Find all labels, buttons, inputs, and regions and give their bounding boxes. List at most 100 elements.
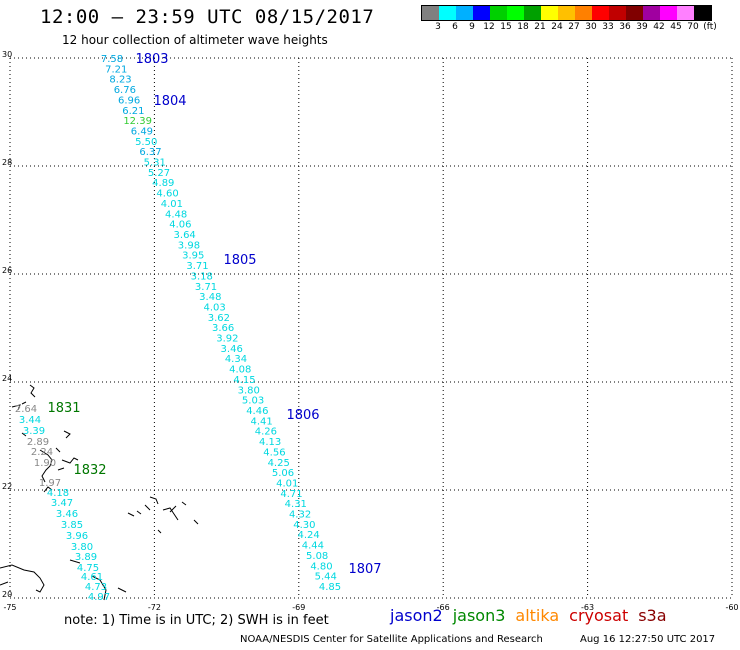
pass-labels: 1803 1804 1805 1806 1807 1831 1832 (47, 52, 381, 577)
legend-label: 15 (500, 22, 512, 32)
wave-height-value: 2.64 (15, 404, 37, 415)
wave-height-value: 4.13 (259, 437, 281, 448)
lat-label: 28 (2, 158, 12, 167)
wave-height-value: 4.41 (250, 416, 272, 427)
legend-swatch (558, 6, 575, 20)
legend-swatch (677, 6, 694, 20)
wave-height-value: 4.44 (302, 541, 324, 552)
legend-swatch (643, 6, 660, 20)
legend-label: 12 (483, 22, 495, 32)
wave-height-value: 4.18 (47, 488, 69, 499)
lon-label: -60 (725, 603, 738, 612)
legend-label: 18 (517, 22, 529, 32)
satellite-altika: altika (515, 606, 560, 625)
wave-height-value: 4.30 (293, 520, 315, 531)
legend-label: 30 (585, 22, 597, 32)
pass-id-label: 1832 (73, 463, 106, 478)
wave-height-value: 4.85 (319, 582, 341, 593)
wave-height-value: 4.89 (152, 178, 174, 189)
wave-height-value: 4.01 (161, 199, 183, 210)
legend-swatch (626, 6, 643, 20)
pass-id-label: 1804 (153, 94, 186, 109)
lon-label: -69 (292, 603, 305, 612)
wave-height-value: 4.26 (255, 427, 277, 438)
legend-label: 42 (653, 22, 665, 32)
wave-height-value: 4.75 (77, 563, 99, 574)
wave-height-value: 4.60 (156, 189, 178, 200)
wave-height-value: 6.76 (114, 85, 136, 96)
wave-height-value: 6.37 (139, 147, 161, 158)
track-1: 7.587.218.236.766.966.2112.396.495.506.3… (101, 54, 341, 593)
wave-height-value: 5.08 (306, 551, 328, 562)
wave-height-value: 3.47 (51, 498, 73, 509)
footer-timestamp: Aug 16 12:27:50 UTC 2017 (580, 634, 716, 645)
map-note: note: 1) Time is in UTC; 2) SWH is in fe… (64, 613, 329, 628)
wave-height-value: 4.48 (165, 209, 187, 220)
legend-label: (ft) (703, 22, 717, 32)
legend-swatch (694, 6, 711, 20)
legend-swatch (473, 6, 490, 20)
lon-label: -72 (148, 603, 161, 612)
wave-height-value: 4.46 (246, 406, 268, 417)
wave-height-value: 6.96 (118, 95, 140, 106)
legend-swatch (456, 6, 473, 20)
wave-height-value: 3.96 (66, 531, 88, 542)
wave-height-value: 3.80 (71, 542, 93, 553)
wave-height-value: 4.01 (276, 478, 298, 489)
legend-label: 21 (534, 22, 546, 32)
legend-swatch (524, 6, 541, 20)
wave-height-value: 4.61 (81, 572, 103, 583)
wave-height-value: 5.31 (144, 158, 166, 169)
legend-label: 36 (619, 22, 631, 32)
wave-height-value: 2.24 (31, 447, 53, 458)
wave-height-value: 3.48 (199, 292, 221, 303)
wave-height-value: 3.85 (61, 520, 83, 531)
wave-height-value: 7.21 (105, 64, 127, 75)
legend-label: 27 (568, 22, 580, 32)
satellite-s3a: s3a (638, 606, 667, 625)
wave-height-value: 1.97 (39, 478, 61, 489)
wave-height-value: 2.89 (27, 437, 49, 448)
wave-height-value: 5.06 (272, 468, 294, 479)
satellite-jason3: jason3 (452, 606, 506, 625)
wave-height-value: 12.39 (123, 116, 152, 127)
wave-height-value: 3.44 (19, 415, 41, 426)
pass-id-label: 1807 (348, 562, 381, 577)
wave-height-legend: 3 6 9 12 15 18 21 24 27 30 33 36 39 42 45 70 (ft) (421, 5, 717, 33)
coastlines (0, 384, 199, 601)
wave-height-value: 8.23 (109, 75, 131, 86)
wave-height-value: 3.62 (208, 313, 230, 324)
satellite-jason2: jason2 (390, 606, 443, 625)
pass-id-label: 1831 (47, 401, 80, 416)
wave-height-value: 4.24 (297, 530, 319, 541)
satellite-legend: jason2 jason3 altika cryosat s3a (390, 606, 677, 625)
wave-height-value: 3.98 (178, 240, 200, 251)
coastline-cuba-hispaniola (0, 559, 127, 601)
lat-label: 24 (2, 374, 12, 383)
legend-swatch (660, 6, 677, 20)
lon-label: -63 (581, 603, 594, 612)
wave-height-value: 3.92 (216, 334, 238, 345)
lat-label: 30 (2, 50, 12, 59)
legend-label: 24 (551, 22, 563, 32)
coastline-turks-caicos (127, 496, 199, 534)
wave-height-value: 3.66 (212, 323, 234, 334)
legend-swatch (422, 6, 439, 20)
legend-swatch (592, 6, 609, 20)
satellite-cryosat: cryosat (569, 606, 629, 625)
wave-height-value: 5.03 (242, 396, 264, 407)
wave-height-value: 4.31 (285, 499, 307, 510)
wave-height-value: 3.46 (221, 344, 243, 355)
wave-height-value: 7.58 (101, 54, 123, 65)
wave-height-value: 4.56 (263, 447, 285, 458)
wave-height-value: 5.44 (315, 572, 337, 583)
legend-swatch (575, 6, 592, 20)
lat-label: 26 (2, 266, 12, 275)
coastline-bahamas-south (39, 449, 79, 493)
wave-height-value: 4.08 (229, 365, 251, 376)
wave-height-value: 4.73 (85, 582, 107, 593)
wave-height-value: 1.90 (34, 458, 56, 469)
wave-height-value: 3.80 (238, 385, 260, 396)
wave-height-value: 4.34 (225, 354, 247, 365)
